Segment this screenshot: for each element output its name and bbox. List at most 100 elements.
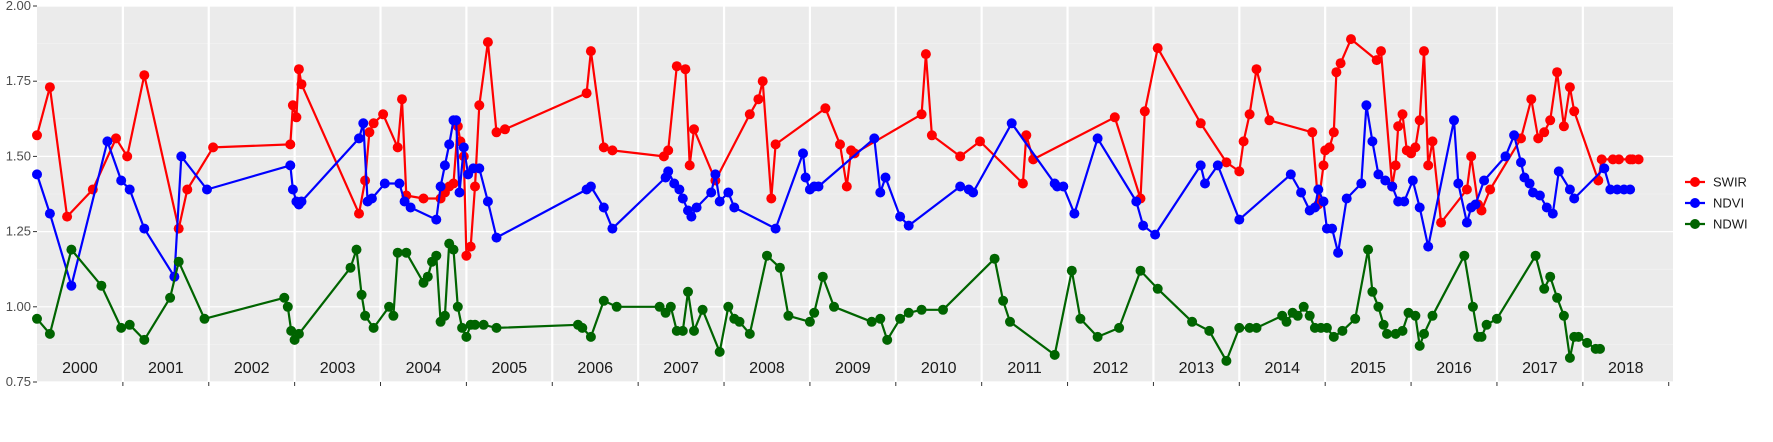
year-label: 2004 [406, 360, 442, 377]
data-point-swir [1335, 58, 1346, 69]
series-line-swir [35, 38, 1639, 257]
data-point-ndwi [598, 295, 609, 306]
data-point-ndwi [723, 301, 734, 312]
data-point-ndwi [866, 316, 877, 327]
data-point-ndvi [710, 169, 721, 180]
data-point-ndwi [734, 316, 745, 327]
data-point-swir [378, 109, 389, 120]
year-label: 2001 [148, 360, 184, 377]
y-tick-label: 1.50 [6, 148, 31, 163]
data-point-ndvi [1547, 208, 1558, 219]
data-point-ndvi [1333, 247, 1344, 258]
data-point-ndwi [345, 262, 356, 273]
data-point-ndvi [379, 178, 390, 189]
data-point-ndvi [1285, 169, 1296, 180]
data-point-ndvi [1564, 184, 1575, 195]
data-point-ndwi [1363, 244, 1374, 255]
data-point-ndvi [439, 160, 450, 171]
data-point-ndvi [1399, 196, 1410, 207]
data-point-ndwi [44, 328, 55, 339]
data-point-ndwi [1427, 310, 1438, 321]
data-point-ndvi [44, 208, 55, 219]
data-point-ndvi [1313, 184, 1324, 195]
data-point-swir [1328, 127, 1339, 138]
data-point-ndvi [1516, 157, 1526, 168]
data-point-swir [689, 124, 699, 135]
data-point-swir [491, 127, 502, 138]
data-point-swir [1552, 67, 1563, 78]
data-point-ndwi [1467, 301, 1478, 312]
data-point-swir [1238, 136, 1249, 147]
year-label: 2006 [577, 360, 613, 377]
data-point-ndvi [1367, 136, 1378, 147]
data-point-swir [1152, 43, 1163, 54]
data-point-ndwi [817, 271, 828, 282]
data-point-ndvi [124, 184, 135, 195]
data-point-ndvi [458, 142, 469, 153]
data-point-ndwi [1481, 319, 1492, 330]
data-point-ndwi [1558, 310, 1569, 321]
y-tick-label: 2.00 [6, 0, 31, 13]
data-point-ndvi [1625, 184, 1636, 195]
data-point-ndvi [435, 181, 446, 192]
data-point-swir [182, 184, 193, 195]
data-point-ndvi [474, 163, 485, 174]
data-point-ndvi [1361, 100, 1372, 111]
series-swir [32, 34, 1644, 261]
data-point-ndwi [989, 253, 1000, 264]
data-point-swir [1558, 121, 1569, 132]
data-point-ndwi [293, 328, 304, 339]
legend-key-point [1690, 219, 1700, 229]
data-point-swir [397, 94, 407, 105]
data-point-ndvi [66, 280, 77, 291]
data-point-ndwi [1328, 331, 1339, 342]
data-point-ndwi [697, 304, 708, 315]
data-point-ndvi [1150, 229, 1161, 240]
data-point-ndvi [585, 181, 596, 192]
data-point-swir [474, 100, 485, 111]
data-point-ndvi [1500, 151, 1511, 162]
data-point-ndwi [1298, 301, 1309, 312]
data-point-ndvi [1138, 220, 1149, 231]
data-point-ndwi [938, 304, 948, 315]
year-label: 2012 [1093, 360, 1129, 377]
data-point-ndwi [1530, 250, 1541, 261]
data-point-ndwi [457, 322, 468, 333]
data-point-swir [1324, 142, 1335, 153]
data-point-swir [1423, 160, 1434, 171]
y-tick-label: 1.00 [6, 299, 31, 314]
data-point-swir [955, 151, 966, 162]
data-point-ndvi [1296, 187, 1307, 198]
data-point-ndwi [577, 322, 588, 333]
year-labels: 2000 2001 2002 2003 2004 2005 2006 2007 2008 2009… [62, 360, 1644, 377]
data-point-ndvi [1327, 223, 1338, 234]
data-point-swir [1596, 154, 1607, 165]
data-point-swir [285, 139, 296, 150]
data-point-ndwi [829, 301, 839, 312]
data-point-swir [766, 193, 777, 204]
data-point-swir [1526, 94, 1537, 105]
data-point-ndvi [1212, 160, 1223, 171]
data-point-ndwi [368, 322, 379, 333]
data-point-ndvi [955, 181, 966, 192]
data-point-ndvi [1058, 181, 1069, 192]
data-point-ndvi [729, 202, 740, 213]
data-point-swir [1545, 115, 1556, 126]
data-point-ndvi [1200, 178, 1210, 189]
data-point-ndwi [452, 301, 463, 312]
year-label: 2017 [1522, 360, 1558, 377]
y-tick-label: 0.75 [6, 374, 31, 389]
data-point-ndwi [360, 310, 371, 321]
data-point-swir [1251, 64, 1262, 75]
data-point-swir [1139, 106, 1150, 117]
data-point-ndwi [1573, 331, 1584, 342]
data-point-ndwi [714, 346, 725, 357]
series-ndvi [32, 100, 1636, 291]
data-point-ndvi [1373, 169, 1384, 180]
data-point-swir [354, 208, 364, 219]
data-point-ndwi [1476, 331, 1487, 342]
y-tick-label: 1.25 [6, 224, 31, 239]
y-tick-label: 1.75 [6, 73, 31, 88]
data-point-swir [920, 49, 931, 60]
data-point-ndwi [116, 322, 127, 333]
